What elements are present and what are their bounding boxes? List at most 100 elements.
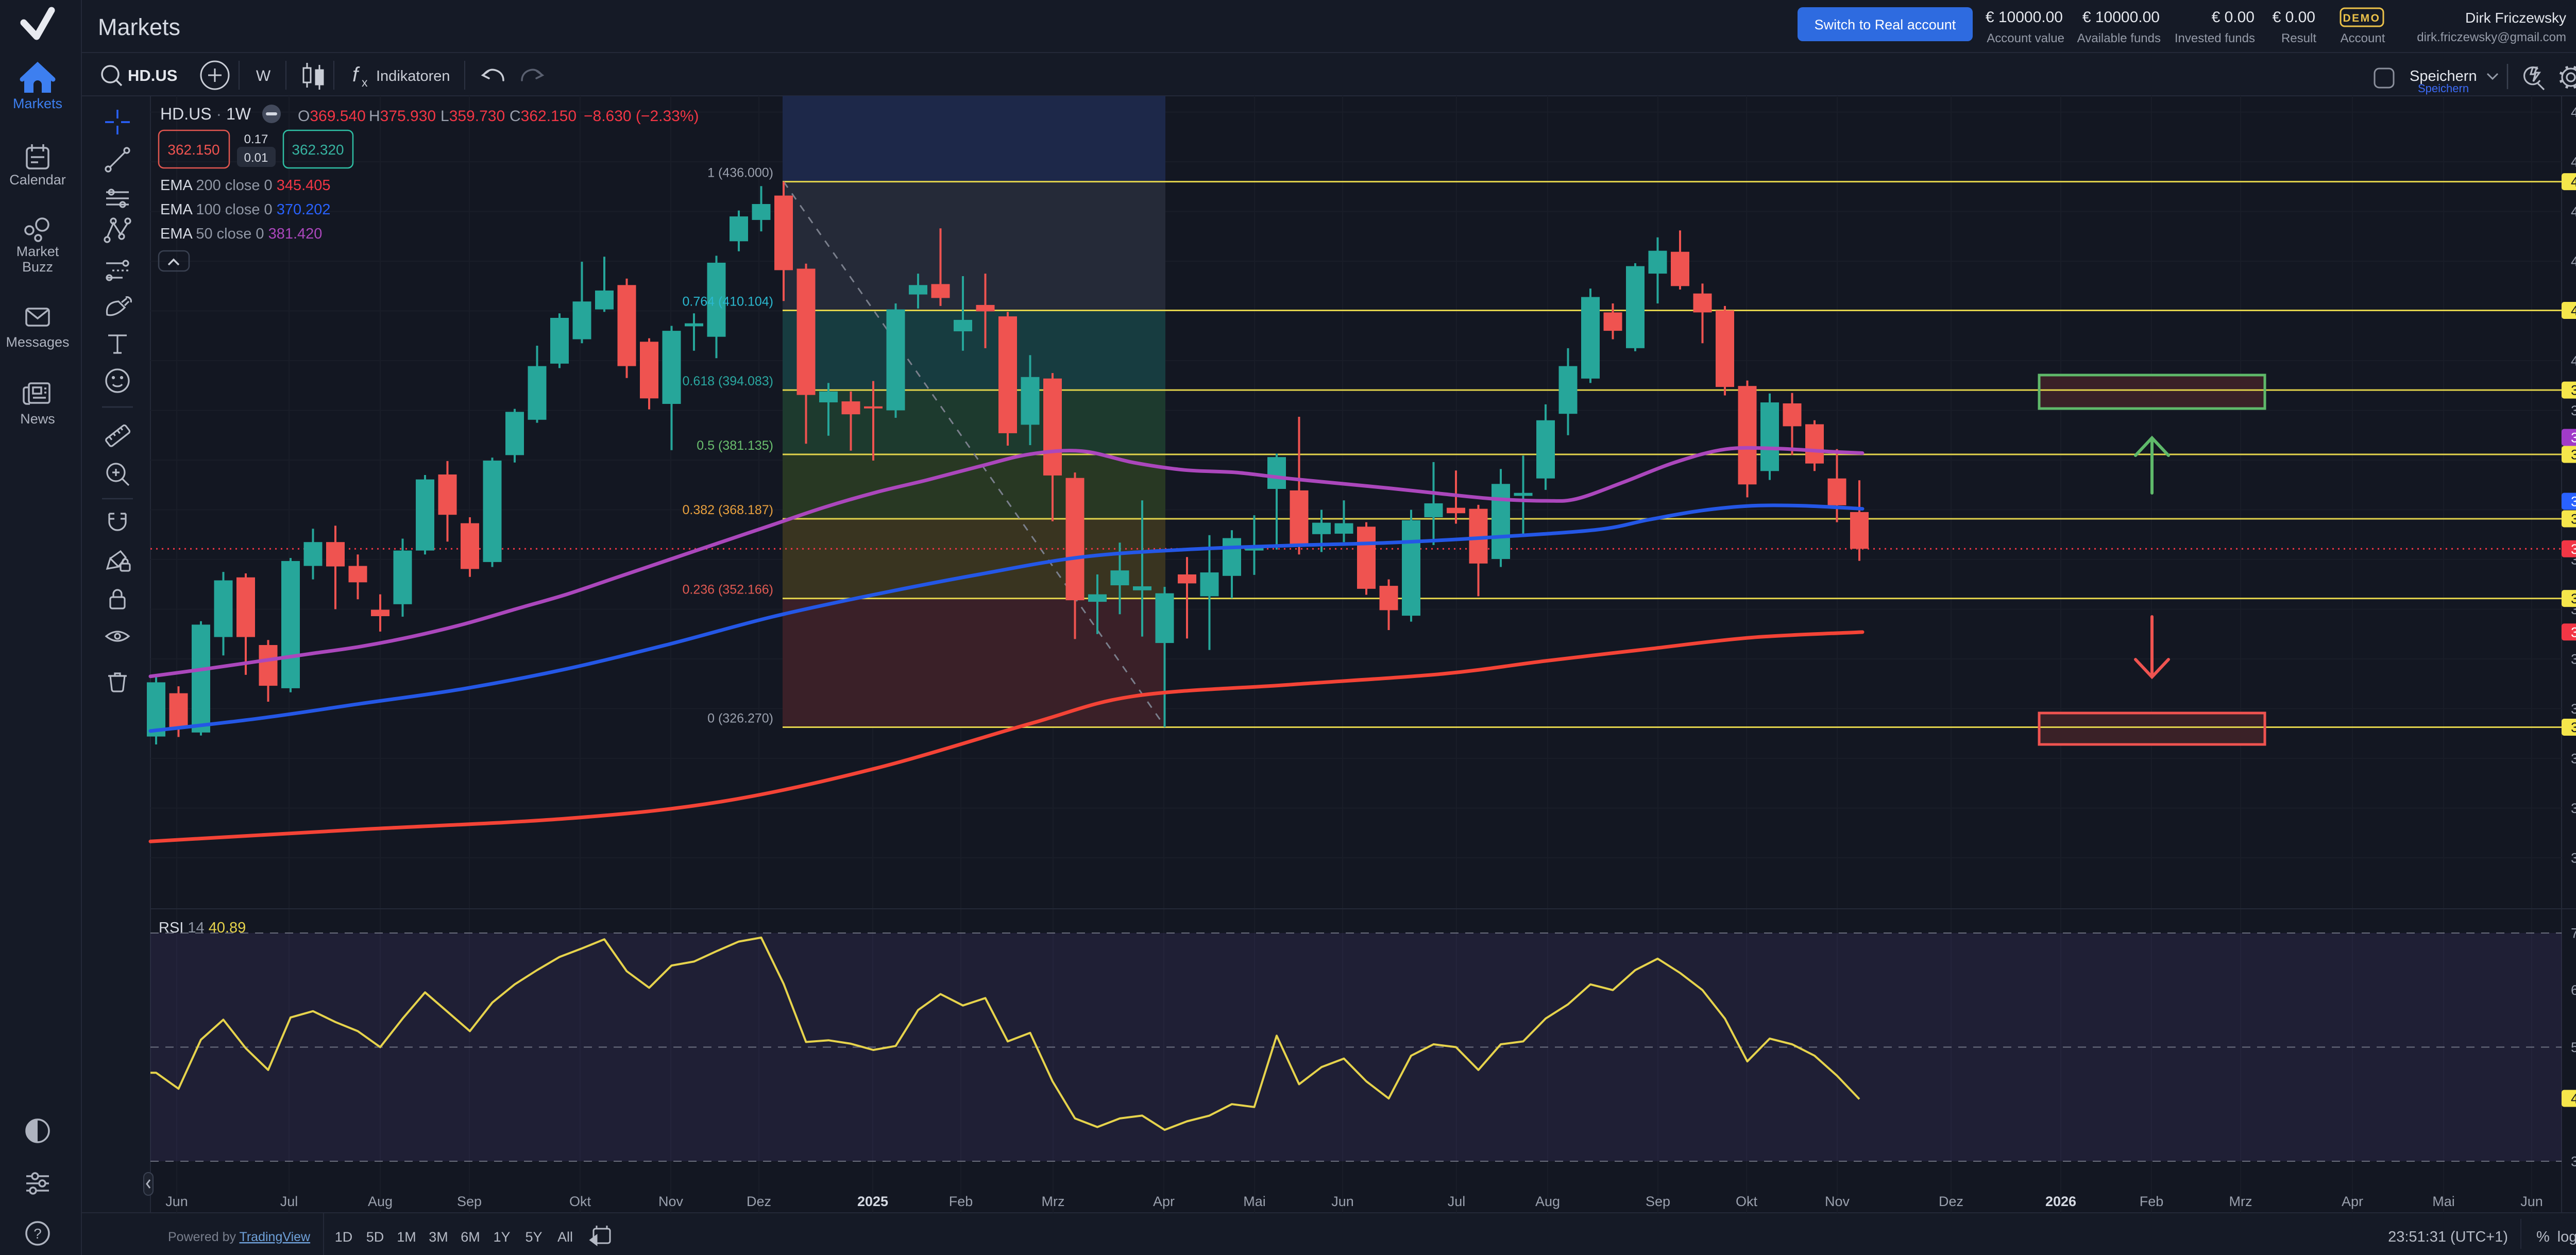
svg-text:5D: 5D bbox=[366, 1229, 384, 1245]
svg-text:−8.630 (−2.33%): −8.630 (−2.33%) bbox=[584, 108, 699, 125]
svg-text:330.000: 330.000 bbox=[2571, 701, 2576, 717]
svg-text:HD.US · 1W: HD.US · 1W bbox=[160, 105, 251, 123]
svg-text:Switch to Real account: Switch to Real account bbox=[1815, 17, 1956, 32]
svg-text:Nov: Nov bbox=[658, 1194, 684, 1209]
svg-text:320.000: 320.000 bbox=[2571, 751, 2576, 767]
svg-text:Markets: Markets bbox=[98, 14, 180, 40]
svg-text:Mrz: Mrz bbox=[1042, 1194, 1065, 1209]
svg-text:0.618 (394.083): 0.618 (394.083) bbox=[682, 374, 773, 388]
svg-text:O369.540: O369.540 bbox=[298, 108, 366, 125]
svg-text:W: W bbox=[256, 67, 271, 84]
svg-text:0 (326.270): 0 (326.270) bbox=[707, 711, 773, 726]
svg-text:€ 10000.00: € 10000.00 bbox=[2082, 9, 2160, 26]
svg-text:DEMO: DEMO bbox=[2343, 12, 2381, 24]
svg-text:L359.730: L359.730 bbox=[440, 108, 505, 125]
svg-text:300.000: 300.000 bbox=[2571, 851, 2576, 866]
svg-text:23:51:31 (UTC+1): 23:51:31 (UTC+1) bbox=[2388, 1229, 2508, 1245]
svg-text:Jun: Jun bbox=[2520, 1194, 2543, 1209]
svg-text:Calendar: Calendar bbox=[9, 172, 66, 188]
svg-text:381.135: 381.135 bbox=[2571, 447, 2576, 463]
svg-text:0.236 (352.166): 0.236 (352.166) bbox=[682, 583, 773, 597]
svg-text:HD.US: HD.US bbox=[128, 66, 177, 84]
svg-text:381.420: 381.420 bbox=[2571, 430, 2576, 446]
svg-text:Mai: Mai bbox=[2432, 1194, 2455, 1209]
svg-text:Powered by TradingView: Powered by TradingView bbox=[168, 1230, 311, 1244]
svg-text:362.150: 362.150 bbox=[2571, 541, 2576, 557]
svg-text:50.00: 50.00 bbox=[2571, 1040, 2576, 1055]
svg-text:Jul: Jul bbox=[1448, 1194, 1466, 1209]
svg-text:Dez: Dez bbox=[747, 1194, 771, 1209]
svg-text:dirk.friczewsky@gmail.com: dirk.friczewsky@gmail.com bbox=[2417, 30, 2566, 44]
svg-text:5Y: 5Y bbox=[525, 1229, 542, 1245]
svg-text:Messages: Messages bbox=[6, 334, 69, 350]
svg-text:430.000: 430.000 bbox=[2571, 204, 2576, 219]
svg-text:Feb: Feb bbox=[2140, 1194, 2164, 1209]
svg-text:Jun: Jun bbox=[1331, 1194, 1354, 1209]
svg-text:Invested funds: Invested funds bbox=[2175, 31, 2255, 45]
svg-text:C362.150: C362.150 bbox=[510, 108, 577, 125]
svg-text:Apr: Apr bbox=[1153, 1194, 1175, 1209]
svg-text:EMA 200 close 0 345.405: EMA 200 close 0 345.405 bbox=[160, 177, 331, 194]
svg-text:Okt: Okt bbox=[569, 1194, 591, 1209]
svg-text:Mrz: Mrz bbox=[2229, 1194, 2252, 1209]
svg-text:€ 10000.00: € 10000.00 bbox=[1986, 9, 2063, 26]
svg-text:RSI 14 40.89: RSI 14 40.89 bbox=[159, 920, 246, 936]
svg-text:40.89: 40.89 bbox=[2571, 1091, 2576, 1107]
svg-text:70.00: 70.00 bbox=[2571, 926, 2576, 941]
svg-text:Markets: Markets bbox=[13, 96, 62, 111]
svg-text:345.405: 345.405 bbox=[2571, 624, 2576, 640]
svg-text:370.202: 370.202 bbox=[2571, 494, 2576, 510]
svg-text:400.000: 400.000 bbox=[2571, 353, 2576, 369]
svg-text:60.00: 60.00 bbox=[2571, 982, 2576, 998]
svg-text:€ 0.00: € 0.00 bbox=[2212, 9, 2255, 26]
svg-text:1Y: 1Y bbox=[493, 1229, 510, 1245]
svg-text:H375.930: H375.930 bbox=[369, 108, 436, 125]
svg-text:340.000: 340.000 bbox=[2571, 652, 2576, 667]
svg-text:Nov: Nov bbox=[1825, 1194, 1850, 1209]
svg-text:0.382 (368.187): 0.382 (368.187) bbox=[682, 503, 773, 517]
svg-text:368.187: 368.187 bbox=[2571, 512, 2576, 527]
svg-text:News: News bbox=[20, 411, 55, 427]
svg-text:Speichern: Speichern bbox=[2410, 68, 2477, 84]
svg-text:30.00: 30.00 bbox=[2571, 1154, 2576, 1169]
svg-text:1 (436.000): 1 (436.000) bbox=[707, 166, 773, 180]
svg-text:Account: Account bbox=[2341, 31, 2385, 45]
svg-text:Okt: Okt bbox=[1736, 1194, 1758, 1209]
svg-text:Jul: Jul bbox=[280, 1194, 298, 1209]
svg-text:390.000: 390.000 bbox=[2571, 403, 2576, 418]
svg-text:%: % bbox=[2536, 1229, 2550, 1245]
svg-text:440.000: 440.000 bbox=[2571, 155, 2576, 170]
svg-text:Indikatoren: Indikatoren bbox=[376, 68, 450, 84]
svg-text:All: All bbox=[557, 1229, 573, 1245]
svg-text:Buzz: Buzz bbox=[22, 259, 53, 275]
svg-text:0.01: 0.01 bbox=[244, 151, 268, 165]
svg-text:Aug: Aug bbox=[368, 1194, 393, 1209]
svg-text:0.5 (381.135): 0.5 (381.135) bbox=[697, 438, 773, 453]
svg-text:Market: Market bbox=[16, 244, 59, 259]
svg-text:352.166: 352.166 bbox=[2571, 591, 2576, 606]
svg-text:420.000: 420.000 bbox=[2571, 254, 2576, 269]
svg-text:Feb: Feb bbox=[949, 1194, 973, 1209]
svg-text:362.150: 362.150 bbox=[167, 142, 219, 158]
svg-text:1M: 1M bbox=[397, 1229, 416, 1245]
svg-text:0.764 (410.104): 0.764 (410.104) bbox=[682, 295, 773, 309]
svg-text:Available funds: Available funds bbox=[2077, 31, 2161, 45]
svg-text:log: log bbox=[2557, 1229, 2576, 1245]
svg-text:x: x bbox=[362, 76, 368, 89]
svg-text:EMA 50 close 0 381.420: EMA 50 close 0 381.420 bbox=[160, 226, 322, 242]
svg-text:EMA 100 close 0 370.202: EMA 100 close 0 370.202 bbox=[160, 201, 331, 218]
svg-text:410.104: 410.104 bbox=[2571, 303, 2576, 318]
svg-text:394.083: 394.083 bbox=[2571, 383, 2576, 398]
svg-text:350.000: 350.000 bbox=[2571, 602, 2576, 617]
svg-text:360.000: 360.000 bbox=[2571, 552, 2576, 568]
svg-text:Mai: Mai bbox=[1243, 1194, 1266, 1209]
svg-text:€ 0.00: € 0.00 bbox=[2273, 9, 2315, 26]
svg-text:310.000: 310.000 bbox=[2571, 801, 2576, 816]
svg-text:3M: 3M bbox=[429, 1229, 448, 1245]
svg-text:0.17: 0.17 bbox=[244, 132, 268, 146]
svg-text:Result: Result bbox=[2281, 31, 2316, 45]
svg-text:450.000: 450.000 bbox=[2571, 105, 2576, 120]
svg-text:Speichern: Speichern bbox=[2418, 82, 2469, 95]
svg-text:2025: 2025 bbox=[857, 1194, 888, 1209]
svg-text:Account value: Account value bbox=[1987, 31, 2064, 45]
